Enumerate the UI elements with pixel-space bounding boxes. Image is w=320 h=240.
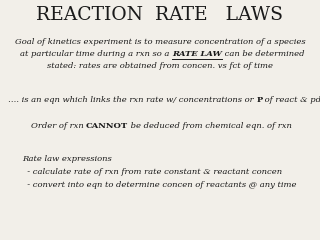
Text: REACTION  RATE   LAWS: REACTION RATE LAWS (36, 6, 284, 24)
Text: can be determined: can be determined (222, 50, 304, 58)
Text: RATE LAW: RATE LAW (172, 50, 222, 58)
Text: at particular time during a rxn so a: at particular time during a rxn so a (20, 50, 172, 58)
Text: P: P (256, 96, 262, 104)
Text: be deduced from chemical eqn. of rxn: be deduced from chemical eqn. of rxn (128, 122, 292, 130)
Text: Order of rxn: Order of rxn (31, 122, 86, 130)
Text: CANNOT: CANNOT (86, 122, 128, 130)
Text: Rate law expressions: Rate law expressions (22, 155, 112, 163)
Text: Goal of kinetics experiment is to measure concentration of a species: Goal of kinetics experiment is to measur… (15, 38, 305, 46)
Text: - convert into eqn to determine concen of reactants @ any time: - convert into eqn to determine concen o… (22, 181, 297, 189)
Text: - calculate rate of rxn from rate constant & reactant concen: - calculate rate of rxn from rate consta… (22, 168, 282, 176)
Text: …. is an eqn which links the rxn rate w/ concentrations or: …. is an eqn which links the rxn rate w/… (8, 96, 256, 104)
Text: of react & pdts: of react & pdts (262, 96, 320, 104)
Text: stated: rates are obtained from concen. vs fct of time: stated: rates are obtained from concen. … (47, 62, 273, 70)
